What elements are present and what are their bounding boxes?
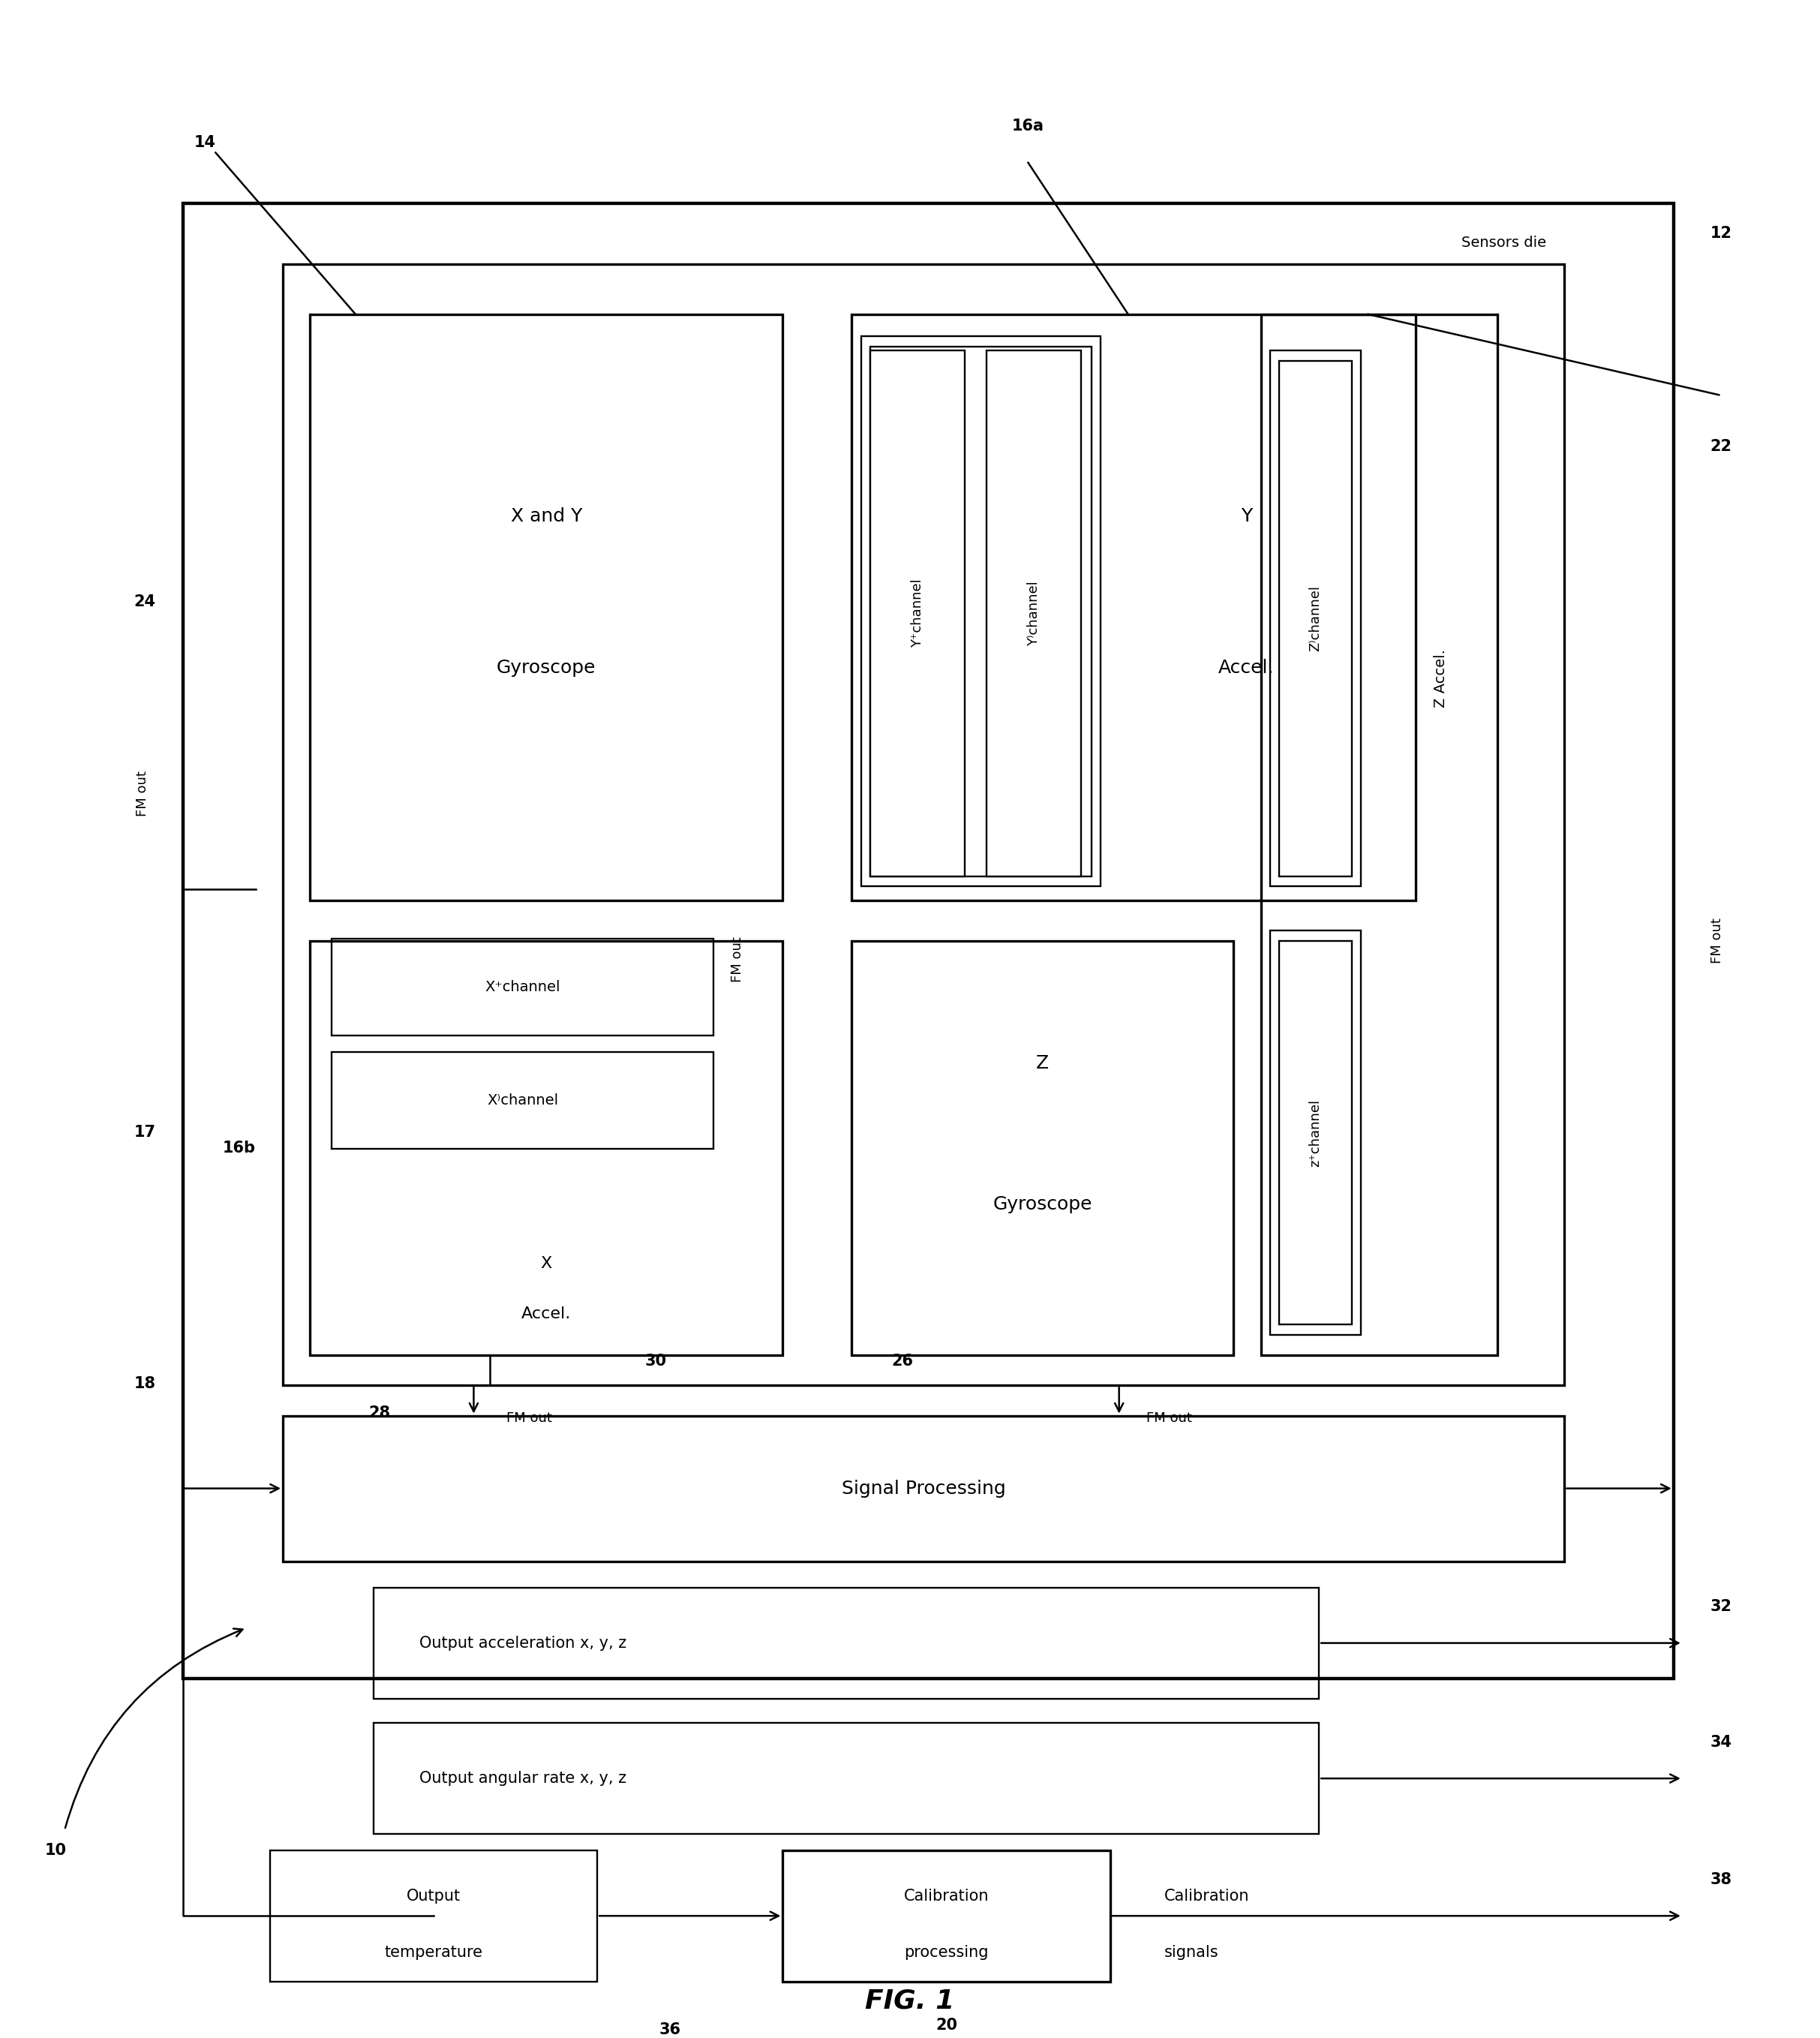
Bar: [861, 336, 1101, 887]
Text: 12: 12: [1709, 226, 1731, 240]
Text: Y: Y: [1241, 507, 1252, 526]
Text: FIG. 1: FIG. 1: [864, 1989, 956, 2014]
Text: 17: 17: [135, 1125, 155, 1139]
Bar: [1270, 931, 1361, 1335]
Bar: [373, 1588, 1320, 1698]
Bar: [870, 346, 1092, 876]
Text: temperature: temperature: [384, 1944, 482, 1961]
Text: X: X: [541, 1255, 551, 1272]
Bar: [1261, 314, 1498, 1355]
Text: FM out: FM out: [1711, 917, 1724, 964]
Text: Accel.: Accel.: [1218, 658, 1274, 677]
Text: 34: 34: [1709, 1734, 1731, 1749]
Bar: [1279, 942, 1352, 1325]
Bar: [282, 1416, 1565, 1561]
Bar: [373, 1722, 1320, 1834]
Text: signals: signals: [1165, 1944, 1219, 1961]
Text: FM out: FM out: [1147, 1412, 1192, 1425]
Text: 22: 22: [1709, 438, 1731, 454]
Text: 38: 38: [1709, 1873, 1731, 1887]
Text: Z: Z: [1036, 1054, 1048, 1072]
Bar: [282, 263, 1565, 1386]
Text: 16a: 16a: [1012, 118, 1045, 135]
Text: X and Y: X and Y: [511, 507, 582, 526]
Text: Y⁾channel: Y⁾channel: [1026, 581, 1041, 646]
Text: Gyroscope: Gyroscope: [497, 658, 597, 677]
Text: Accel.: Accel.: [522, 1306, 571, 1321]
Bar: [852, 314, 1416, 901]
Text: 26: 26: [892, 1353, 914, 1370]
Text: Output angular rate x, y, z: Output angular rate x, y, z: [419, 1771, 626, 1785]
Bar: [852, 942, 1234, 1355]
Bar: [269, 1851, 597, 1981]
Text: 18: 18: [135, 1376, 155, 1390]
Text: Output: Output: [406, 1889, 460, 1903]
Bar: [182, 204, 1674, 1679]
Text: z⁺channel: z⁺channel: [1309, 1098, 1321, 1166]
Text: X⁾channel: X⁾channel: [488, 1092, 559, 1107]
Bar: [986, 351, 1081, 876]
Text: Output acceleration x, y, z: Output acceleration x, y, z: [419, 1637, 626, 1651]
Bar: [309, 942, 783, 1355]
Text: FM out: FM out: [136, 770, 149, 815]
Text: processing: processing: [905, 1944, 988, 1961]
Text: 14: 14: [193, 135, 215, 151]
Text: 16b: 16b: [222, 1141, 255, 1156]
Text: 10: 10: [46, 1842, 67, 1859]
Text: Calibration: Calibration: [1165, 1889, 1250, 1903]
Bar: [1279, 361, 1352, 876]
Text: FM out: FM out: [506, 1412, 551, 1425]
Bar: [331, 1052, 713, 1149]
Text: 20: 20: [935, 2018, 957, 2034]
Text: Z⁾channel: Z⁾channel: [1309, 585, 1321, 652]
Text: Sensors die: Sensors die: [1461, 234, 1547, 249]
Text: Calibration: Calibration: [905, 1889, 988, 1903]
Text: FM out: FM out: [732, 935, 744, 982]
Text: Signal Processing: Signal Processing: [841, 1480, 1006, 1498]
Bar: [783, 1851, 1110, 1981]
Text: 24: 24: [135, 593, 155, 609]
Text: X⁺channel: X⁺channel: [486, 980, 561, 995]
Bar: [1270, 351, 1361, 887]
Bar: [331, 940, 713, 1035]
Text: 32: 32: [1709, 1600, 1731, 1614]
Text: Gyroscope: Gyroscope: [994, 1196, 1092, 1213]
Bar: [309, 314, 783, 901]
Bar: [870, 351, 965, 876]
Text: 36: 36: [659, 2022, 681, 2036]
Text: 30: 30: [644, 1353, 666, 1370]
Text: 28: 28: [368, 1406, 389, 1420]
Text: Z Accel.: Z Accel.: [1434, 650, 1447, 707]
Text: Y⁺channel: Y⁺channel: [910, 579, 925, 648]
